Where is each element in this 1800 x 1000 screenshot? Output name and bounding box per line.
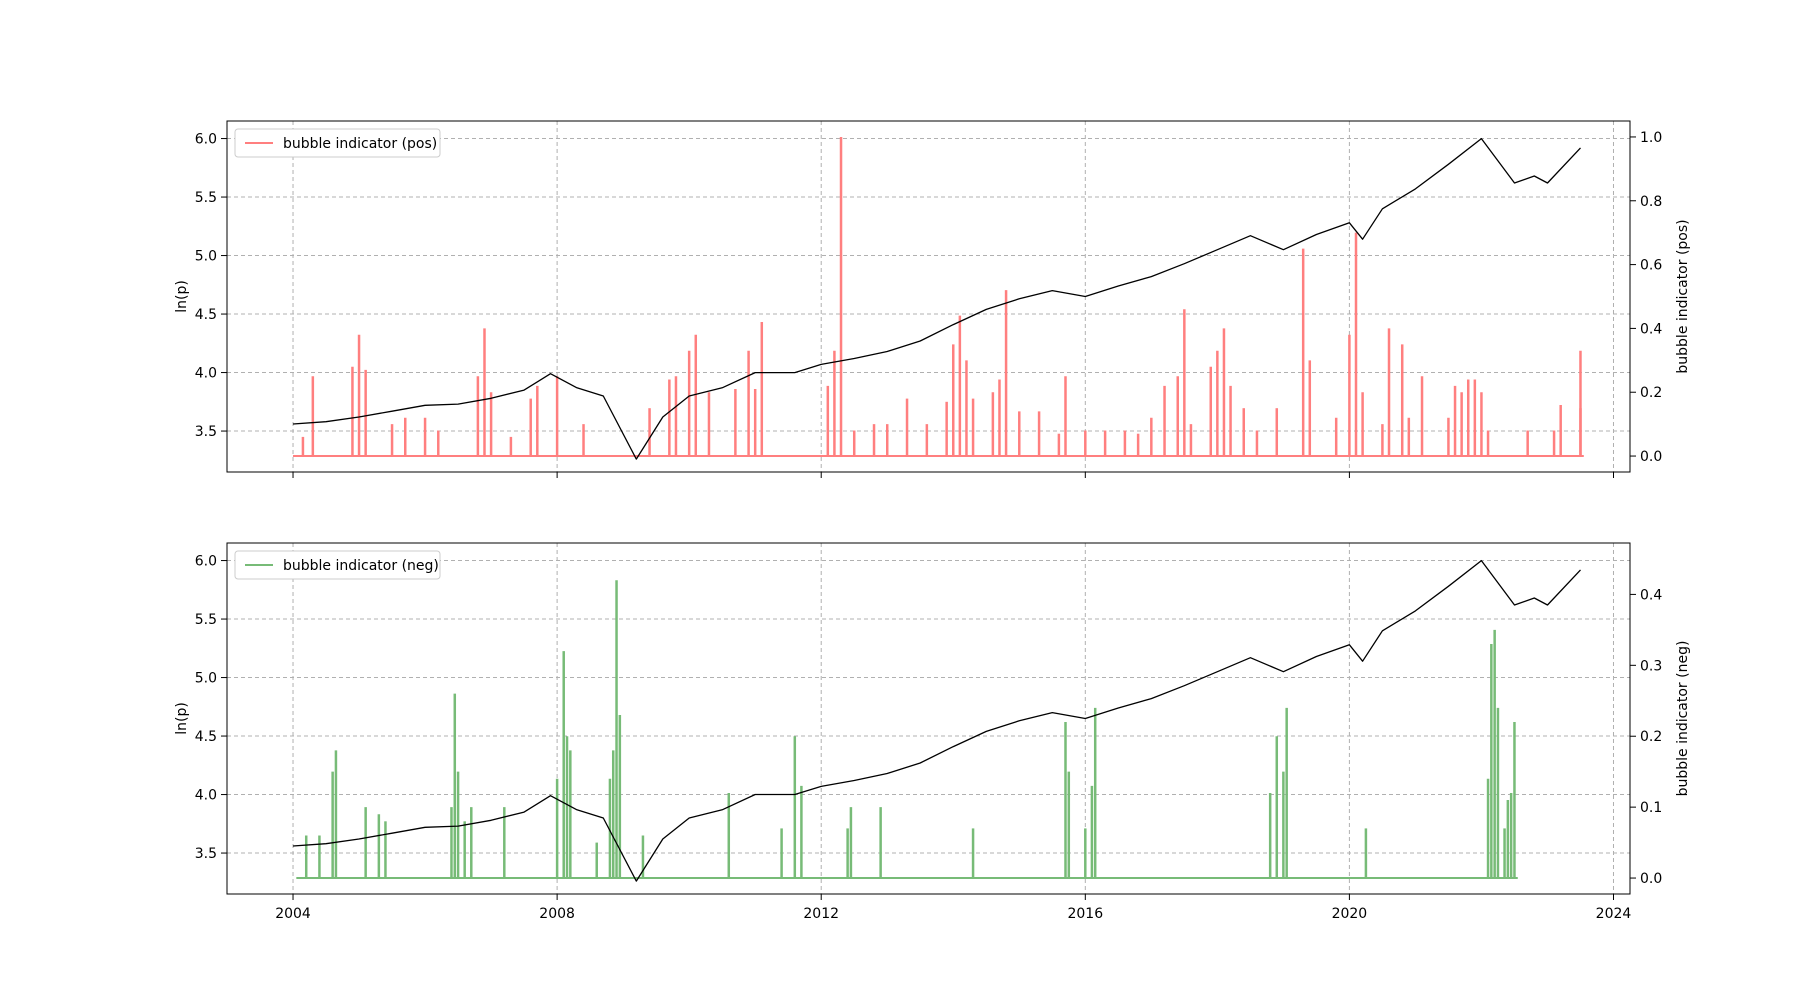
legend-label: bubble indicator (neg) [283,558,439,574]
price-line [292,559,1581,882]
y-tick-label-right: 0.8 [1640,194,1662,210]
y-tick-label-left: 6.0 [195,554,217,570]
y-axis-label-left: ln(p) [174,702,190,735]
y-tick-label-left: 5.5 [195,612,217,628]
plot-frame [226,542,1631,895]
bottom-panel-neg: 2004 2008 2012 2016 2020 2024 3.5 4.0 4.5 5.0 5.5 6… [174,542,1691,922]
y-tick-label-left: 5.5 [195,190,217,206]
top-panel-pos: 3.5 4.0 4.5 5.0 5.5 6.0 0.0 0.2 0.4 0.6 0.8 1.0 ln(p… [174,120,1691,478]
y-tick-label-right: 0.4 [1640,321,1662,337]
y-tick-label-left: 4.0 [195,366,217,382]
y-tick-label-right: 0.3 [1640,658,1662,674]
y-tick-label-left: 4.0 [195,788,217,804]
x-tick-label: 2024 [1596,906,1632,922]
price-line [292,137,1581,460]
y-tick-label-right: 0.2 [1640,729,1662,745]
legend: bubble indicator (pos) [234,128,441,158]
indicator-spikes [293,136,1584,458]
x-tick-label: 2004 [275,906,311,922]
y-tick-label-right: 0.4 [1640,587,1662,603]
legend-box [234,128,441,158]
y-tick-label-right: 0.2 [1640,385,1662,401]
plot-frame [226,120,1631,473]
y-tick-label-left: 3.5 [195,424,217,440]
legend-label: bubble indicator (pos) [283,136,437,152]
y-tick-label-right: 0.0 [1640,871,1662,887]
x-tick-label: 2016 [1067,906,1103,922]
y-axis-label-right: bubble indicator (neg) [1675,641,1691,797]
y-tick-label-left: 6.0 [195,132,217,148]
y-tick-label-right: 1.0 [1640,130,1662,146]
y-tick-label-left: 5.0 [195,671,217,687]
y-tick-label-left: 4.5 [195,307,217,323]
y-tick-label-left: 3.5 [195,846,217,862]
grid-lines [227,543,1630,894]
x-tick-label: 2012 [803,906,839,922]
y-tick-label-left: 4.5 [195,729,217,745]
y-tick-label-right: 0.0 [1640,449,1662,465]
grid-lines [227,121,1630,472]
y-tick-label-right: 0.1 [1640,800,1662,816]
y-axis-label-left: ln(p) [174,280,190,313]
y-tick-label-left: 5.0 [195,249,217,265]
x-tick-label: 2020 [1332,906,1368,922]
legend: bubble indicator (neg) [234,550,441,580]
indicator-spikes [296,580,1518,880]
y-tick-label-right: 0.6 [1640,258,1662,274]
x-tick-label: 2008 [539,906,575,922]
y-axis-label-right: bubble indicator (pos) [1675,219,1691,373]
legend-box [234,550,441,580]
